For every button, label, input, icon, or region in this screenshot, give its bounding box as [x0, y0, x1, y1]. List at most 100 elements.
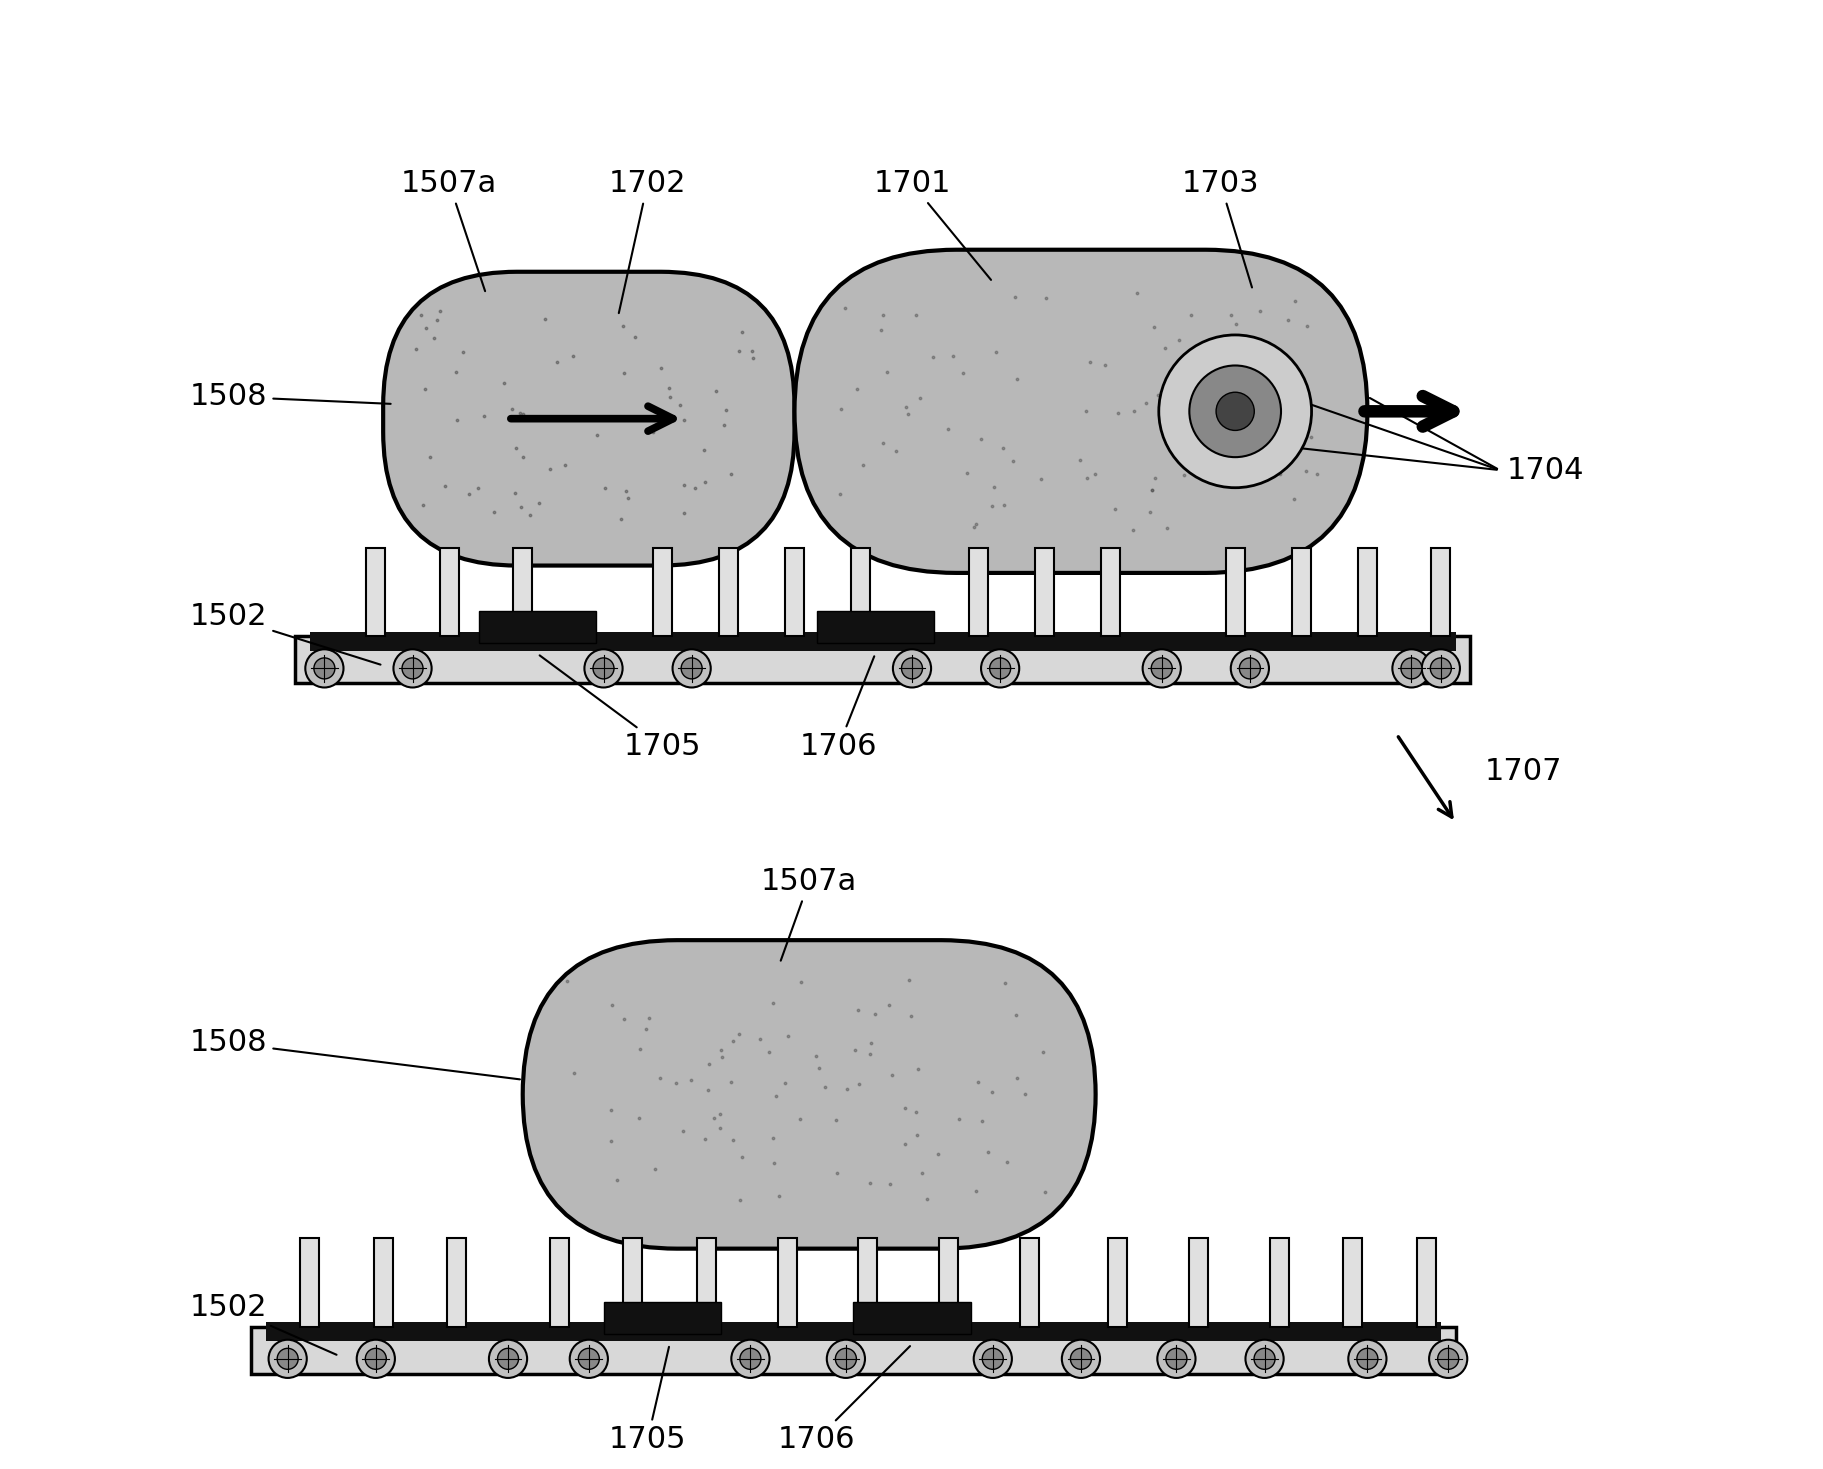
Bar — [939, 1238, 957, 1327]
Circle shape — [314, 658, 335, 679]
Bar — [1225, 548, 1243, 636]
Bar — [1108, 1238, 1127, 1327]
Circle shape — [893, 649, 930, 687]
Circle shape — [1245, 1340, 1283, 1378]
Bar — [623, 1238, 642, 1327]
Bar — [1189, 1238, 1207, 1327]
Circle shape — [973, 1340, 1012, 1378]
Circle shape — [1427, 1340, 1466, 1378]
Circle shape — [365, 1349, 386, 1369]
Bar — [1034, 548, 1054, 636]
Circle shape — [1420, 649, 1458, 687]
Bar — [447, 1238, 467, 1327]
Bar — [549, 1238, 569, 1327]
Bar — [266, 1322, 1440, 1341]
Circle shape — [990, 658, 1010, 679]
Circle shape — [1150, 658, 1172, 679]
Circle shape — [1231, 649, 1269, 687]
Circle shape — [1141, 649, 1179, 687]
Circle shape — [901, 658, 922, 679]
Circle shape — [592, 658, 614, 679]
Circle shape — [277, 1349, 297, 1369]
Text: 1706: 1706 — [798, 657, 877, 761]
Circle shape — [1391, 649, 1429, 687]
Bar — [784, 548, 804, 636]
Bar — [295, 636, 1469, 683]
Bar — [718, 548, 738, 636]
Circle shape — [304, 649, 343, 687]
Circle shape — [1156, 1340, 1194, 1378]
Text: 1508: 1508 — [190, 382, 390, 411]
Circle shape — [1158, 335, 1311, 488]
Circle shape — [740, 1349, 760, 1369]
Circle shape — [583, 649, 622, 687]
Bar — [696, 1238, 715, 1327]
Text: 1508: 1508 — [190, 1028, 520, 1080]
Circle shape — [1437, 1349, 1458, 1369]
Text: 1707: 1707 — [1484, 757, 1562, 786]
Text: 1706: 1706 — [777, 1346, 910, 1454]
Bar — [968, 548, 986, 636]
Circle shape — [578, 1349, 600, 1369]
Circle shape — [835, 1349, 857, 1369]
Bar — [1099, 548, 1119, 636]
Text: 1701: 1701 — [873, 169, 990, 281]
Text: 1507a: 1507a — [401, 169, 498, 291]
Circle shape — [680, 658, 702, 679]
Circle shape — [1356, 1349, 1376, 1369]
Circle shape — [673, 649, 711, 687]
Bar — [366, 548, 385, 636]
Circle shape — [357, 1340, 396, 1378]
Bar — [1269, 1238, 1289, 1327]
Bar — [301, 1238, 319, 1327]
Circle shape — [401, 658, 423, 679]
Text: 1502: 1502 — [190, 1293, 337, 1354]
Circle shape — [1216, 392, 1254, 430]
Bar — [310, 632, 1455, 651]
Bar — [252, 1327, 1455, 1374]
Circle shape — [1238, 658, 1260, 679]
Bar — [1416, 1238, 1435, 1327]
Bar — [859, 1238, 877, 1327]
Circle shape — [826, 1340, 864, 1378]
Text: 1702: 1702 — [609, 169, 685, 313]
Bar — [817, 611, 933, 643]
Circle shape — [569, 1340, 607, 1378]
Bar — [851, 548, 870, 636]
Text: 1507a: 1507a — [760, 867, 857, 961]
Bar — [1356, 548, 1376, 636]
Text: 1705: 1705 — [609, 1347, 685, 1454]
Bar — [853, 1302, 970, 1334]
Bar — [603, 1302, 720, 1334]
Circle shape — [1165, 1349, 1187, 1369]
Bar — [478, 611, 596, 643]
Circle shape — [1429, 658, 1451, 679]
Circle shape — [983, 1349, 1003, 1369]
Bar — [653, 548, 671, 636]
Circle shape — [1254, 1349, 1274, 1369]
Text: 1703: 1703 — [1181, 169, 1258, 288]
Bar — [1342, 1238, 1362, 1327]
Text: 1705: 1705 — [540, 655, 700, 761]
Circle shape — [731, 1340, 769, 1378]
FancyBboxPatch shape — [795, 250, 1367, 573]
Text: 1502: 1502 — [190, 602, 381, 664]
Circle shape — [489, 1340, 527, 1378]
Bar — [1291, 548, 1311, 636]
Circle shape — [1189, 366, 1280, 457]
Bar — [512, 548, 532, 636]
Circle shape — [1347, 1340, 1385, 1378]
Bar — [1431, 548, 1449, 636]
Text: 1704: 1704 — [1506, 455, 1584, 485]
Circle shape — [981, 649, 1019, 687]
FancyBboxPatch shape — [523, 940, 1096, 1249]
Circle shape — [394, 649, 432, 687]
Circle shape — [1070, 1349, 1090, 1369]
Bar — [1019, 1238, 1039, 1327]
FancyBboxPatch shape — [383, 272, 795, 566]
Circle shape — [498, 1349, 518, 1369]
Circle shape — [1061, 1340, 1099, 1378]
Bar — [374, 1238, 392, 1327]
Circle shape — [268, 1340, 306, 1378]
Circle shape — [1400, 658, 1422, 679]
